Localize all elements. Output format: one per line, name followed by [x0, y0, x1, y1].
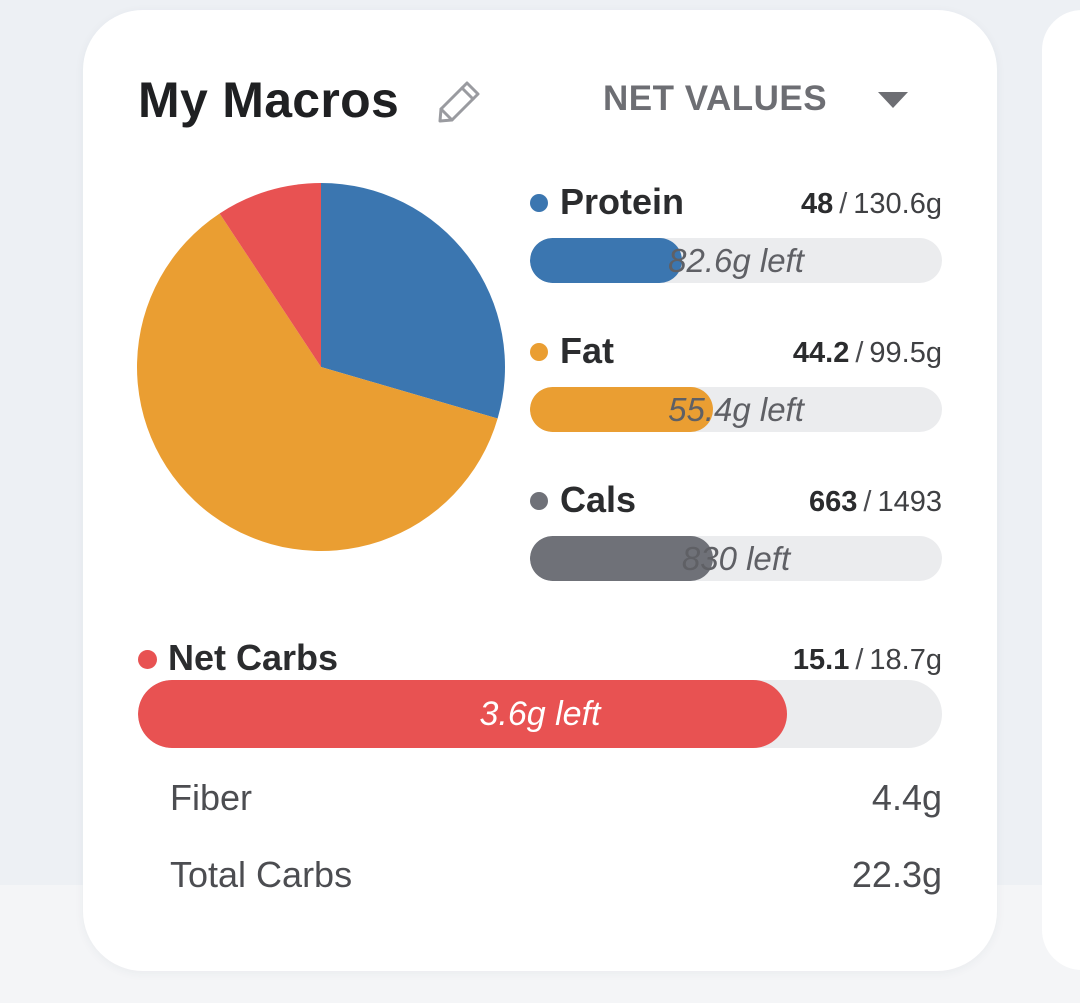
- macro-goal: 99.5g: [869, 337, 942, 369]
- detail-value: 4.4g: [871, 777, 942, 818]
- macros-card: My Macros NET VALUES Protein 48/130.6g 8…: [83, 10, 997, 971]
- detail-row-total-carbs: Total Carbs 22.3g: [170, 850, 942, 900]
- macro-goal: 1493: [877, 486, 942, 518]
- macro-current: 48: [800, 188, 834, 220]
- detail-label: Fiber: [170, 777, 253, 818]
- progress-bar-cals[interactable]: 830 left: [530, 536, 942, 581]
- remaining-label: 55.4g left: [668, 391, 804, 428]
- progress-bar-net-carbs[interactable]: 3.6g left: [138, 680, 942, 748]
- progress-bar-protein[interactable]: 82.6g left: [530, 238, 942, 283]
- next-card-edge[interactable]: [1042, 10, 1080, 970]
- macro-separator: /: [855, 337, 864, 369]
- macro-current: 663: [809, 486, 858, 518]
- caret-down-icon: [878, 92, 908, 108]
- macro-row-fat: Fat 44.2/99.5g 55.4g left: [530, 327, 942, 439]
- detail-row-fiber: Fiber 4.4g: [170, 773, 942, 823]
- macro-separator: /: [863, 486, 872, 518]
- detail-value: 22.3g: [851, 854, 942, 895]
- macro-name: Net Carbs: [168, 637, 339, 678]
- remaining-label: 82.6g left: [668, 242, 804, 279]
- macro-separator: /: [839, 188, 848, 220]
- macro-row-net-carbs: Net Carbs 15.1/18.7g 3.6g left: [138, 630, 942, 760]
- pencil-icon[interactable]: [436, 77, 484, 125]
- macro-name: Fat: [560, 330, 614, 371]
- protein-dot: [530, 194, 548, 212]
- remaining-label: 830 left: [681, 540, 791, 577]
- cals-dot: [530, 492, 548, 510]
- card-title: My Macros: [138, 72, 400, 128]
- macro-goal: 18.7g: [869, 644, 942, 676]
- progress-fill: [530, 238, 682, 283]
- progress-bar-fat[interactable]: 55.4g left: [530, 387, 942, 432]
- pie-slice-net-carbs: [219, 183, 321, 367]
- macro-row-protein: Protein 48/130.6g 82.6g left: [530, 178, 942, 290]
- macro-separator: /: [855, 644, 864, 676]
- macro-values: 15.1/18.7g: [793, 640, 942, 680]
- net-carbs-dot: [138, 650, 157, 669]
- pie-slice-fat: [137, 213, 498, 551]
- macro-values: 48/130.6g: [801, 184, 942, 224]
- pie-slice-protein: [321, 183, 506, 419]
- macro-name: Protein: [560, 181, 685, 222]
- fat-dot: [530, 343, 548, 361]
- net-values-label: NET VALUES: [603, 79, 828, 118]
- progress-fill: [530, 387, 713, 432]
- macro-values: 663/1493: [809, 482, 942, 522]
- macro-name: Cals: [560, 479, 637, 520]
- macro-values: 44.2/99.5g: [793, 333, 942, 373]
- progress-fill: [530, 536, 713, 581]
- remaining-label: 3.6g left: [479, 695, 601, 733]
- detail-label: Total Carbs: [170, 854, 353, 895]
- macro-row-cals: Cals 663/1493 830 left: [530, 476, 942, 588]
- macro-goal: 130.6g: [853, 188, 942, 220]
- progress-fill: [138, 680, 787, 748]
- macro-current: 15.1: [792, 644, 850, 676]
- macro-current: 44.2: [792, 337, 850, 369]
- net-values-dropdown[interactable]: NET VALUES: [603, 76, 913, 126]
- macro-pie-chart: [137, 183, 506, 551]
